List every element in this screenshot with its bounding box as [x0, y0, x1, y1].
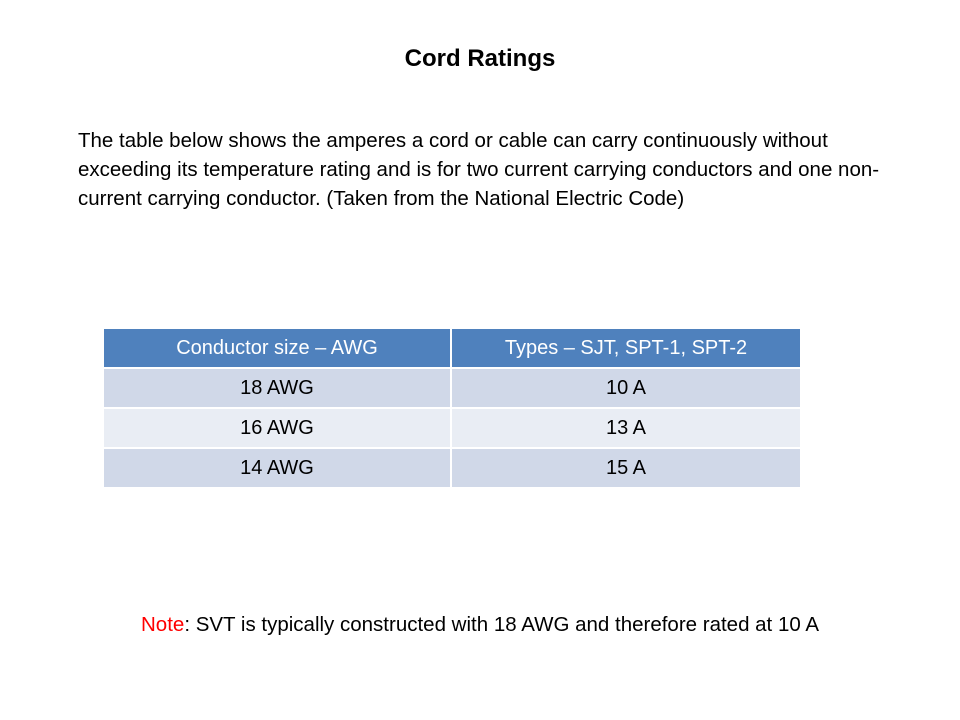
conductor-size-cell: 14 AWG — [104, 448, 452, 489]
table-row: 14 AWG 15 A — [104, 448, 800, 489]
note-line: Note: SVT is typically constructed with … — [0, 613, 960, 637]
cord-ratings-table: Conductor size – AWG Types – SJT, SPT-1,… — [104, 329, 800, 489]
note-text: : SVT is typically constructed with 18 A… — [184, 613, 819, 636]
note-label: Note — [141, 613, 185, 636]
intro-paragraph: The table below shows the amperes a cord… — [78, 129, 880, 210]
ampere-rating-cell: 10 A — [451, 368, 800, 409]
table-row: 16 AWG 13 A — [104, 408, 800, 449]
conductor-size-cell: 18 AWG — [104, 368, 452, 409]
ampere-rating-cell: 13 A — [451, 408, 800, 449]
ampere-rating-cell: 15 A — [451, 448, 800, 489]
table-row: 18 AWG 10 A — [104, 368, 800, 409]
conductor-size-cell: 16 AWG — [104, 408, 452, 449]
slide-title: Cord Ratings — [404, 45, 556, 72]
header-types: Types – SJT, SPT-1, SPT-2 — [451, 329, 800, 369]
header-conductor-size: Conductor size – AWG — [104, 329, 452, 369]
table-header-row: Conductor size – AWG Types – SJT, SPT-1,… — [104, 329, 800, 369]
